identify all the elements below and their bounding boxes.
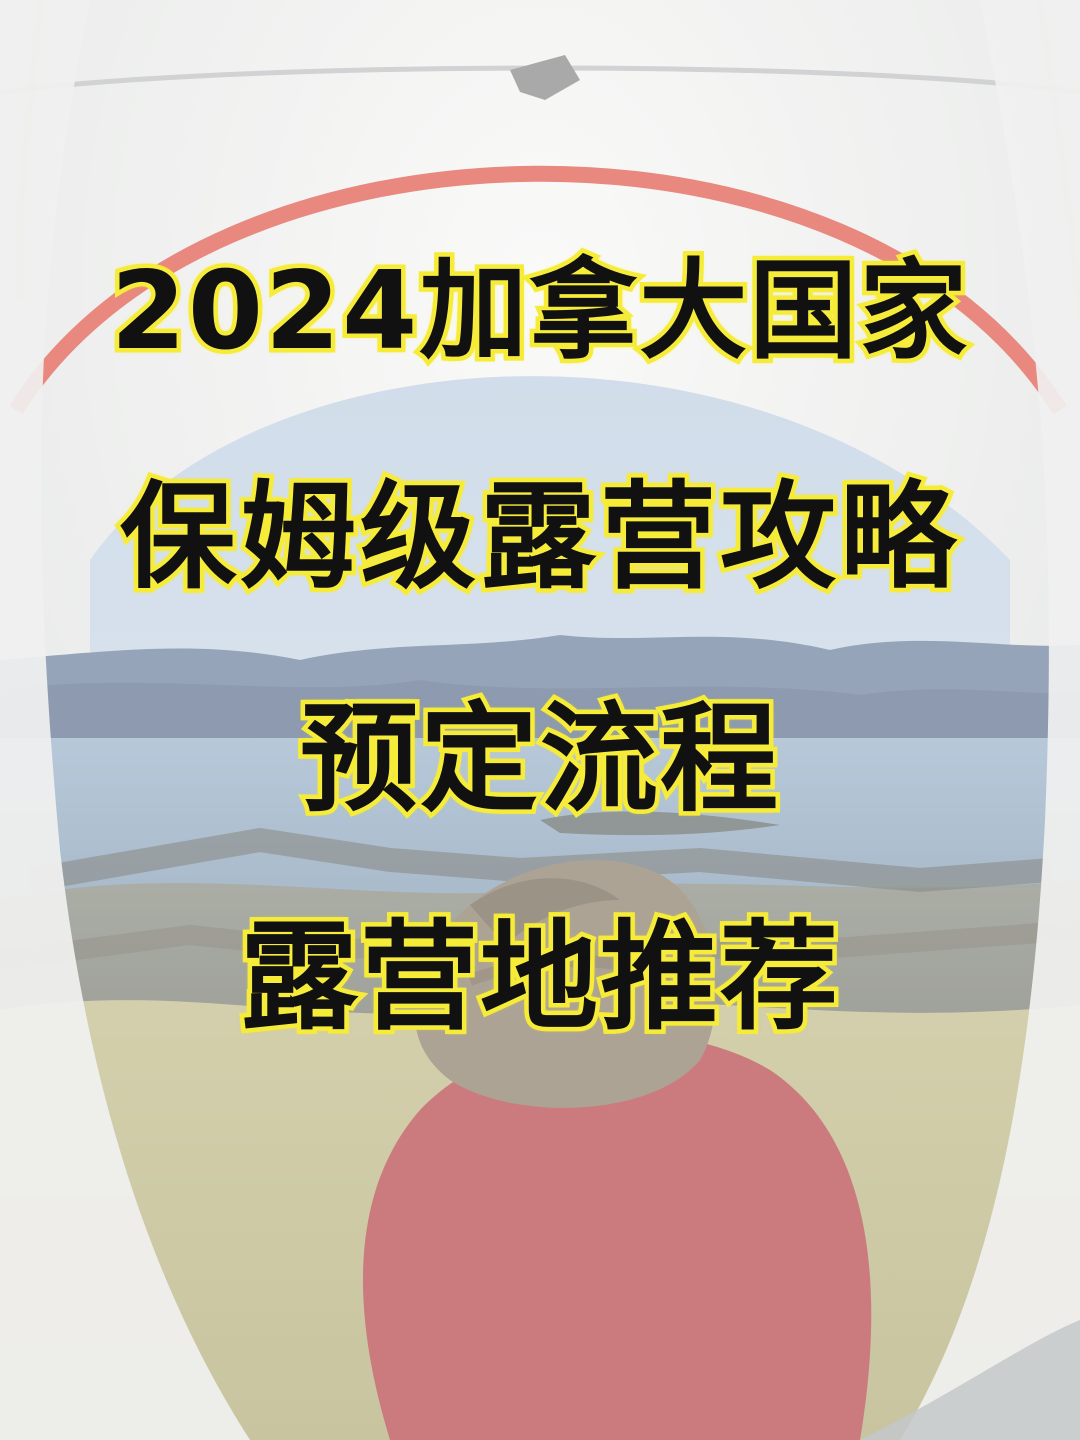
headline-line-1: 2024加拿大国家 — [106, 249, 972, 374]
headline-line-3: 预定流程 — [295, 690, 782, 828]
headline-line-2: 保姆级露营攻略 — [116, 470, 961, 605]
headline-line-4: 露营地推荐 — [235, 908, 842, 1046]
